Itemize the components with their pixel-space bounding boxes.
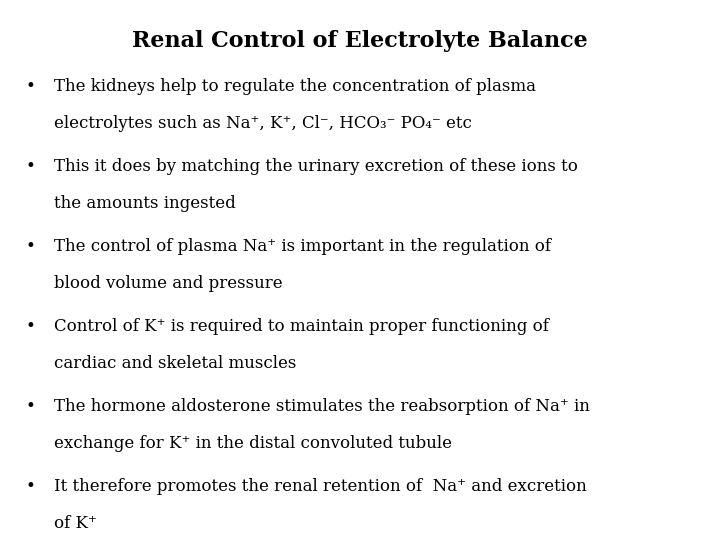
Text: exchange for K⁺ in the distal convoluted tubule: exchange for K⁺ in the distal convoluted…: [54, 435, 452, 451]
Text: The kidneys help to regulate the concentration of plasma: The kidneys help to regulate the concent…: [54, 78, 536, 95]
Text: the amounts ingested: the amounts ingested: [54, 195, 235, 212]
Text: The control of plasma Na⁺ is important in the regulation of: The control of plasma Na⁺ is important i…: [54, 238, 551, 255]
Text: •: •: [25, 158, 35, 175]
Text: Renal Control of Electrolyte Balance: Renal Control of Electrolyte Balance: [132, 30, 588, 52]
Text: •: •: [25, 78, 35, 95]
Text: electrolytes such as Na⁺, K⁺, Cl⁻, HCO₃⁻ PO₄⁻ etc: electrolytes such as Na⁺, K⁺, Cl⁻, HCO₃⁻…: [54, 115, 472, 132]
Text: It therefore promotes the renal retention of  Na⁺ and excretion: It therefore promotes the renal retentio…: [54, 478, 587, 495]
Text: This it does by matching the urinary excretion of these ions to: This it does by matching the urinary exc…: [54, 158, 578, 175]
Text: blood volume and pressure: blood volume and pressure: [54, 275, 283, 292]
Text: •: •: [25, 478, 35, 495]
Text: of K⁺: of K⁺: [54, 515, 97, 531]
Text: •: •: [25, 318, 35, 335]
Text: •: •: [25, 238, 35, 255]
Text: The hormone aldosterone stimulates the reabsorption of Na⁺ in: The hormone aldosterone stimulates the r…: [54, 398, 590, 415]
Text: cardiac and skeletal muscles: cardiac and skeletal muscles: [54, 355, 297, 372]
Text: Control of K⁺ is required to maintain proper functioning of: Control of K⁺ is required to maintain pr…: [54, 318, 549, 335]
Text: •: •: [25, 398, 35, 415]
